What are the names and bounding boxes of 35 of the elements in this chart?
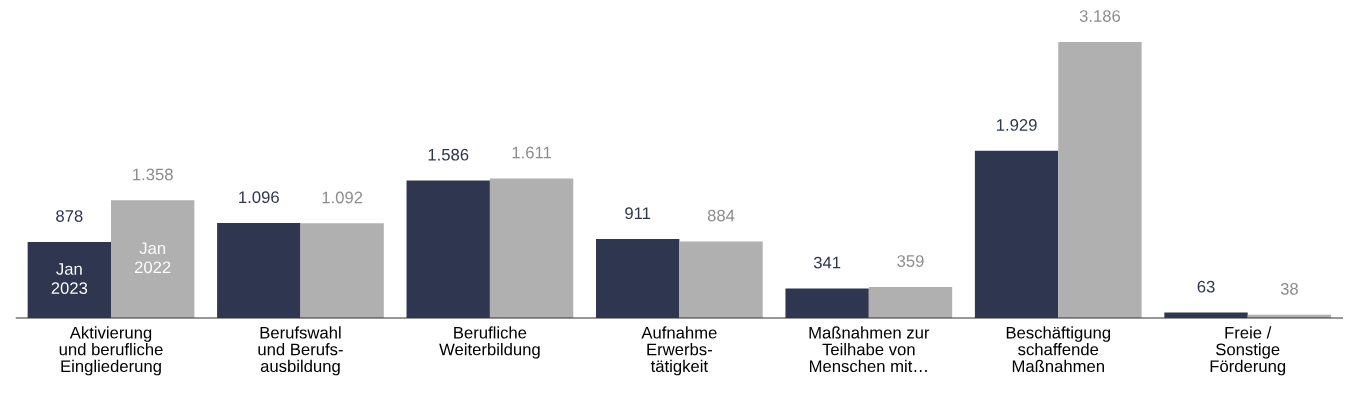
data-label: 3.186	[1079, 10, 1121, 22]
bar	[868, 286, 953, 318]
data-label: 911	[625, 207, 651, 220]
data-label: 1.611	[512, 146, 552, 159]
bar	[406, 180, 490, 318]
x-tick-label: Berufliche Weiterbildung	[439, 326, 540, 359]
series-label: Jan 2022	[134, 242, 171, 274]
data-label: 878	[56, 210, 83, 222]
x-tick-label: Berufswahl und Berufs- ausbildung	[258, 326, 343, 376]
bar	[785, 288, 869, 318]
data-label: 1.358	[133, 168, 173, 181]
data-label: 1.929	[997, 119, 1037, 131]
bar	[1058, 41, 1142, 318]
x-tick-label: Maßnahmen zur Teilhabe von Menschen mit…	[809, 326, 930, 373]
x-tick-label: Freie / Sonstige Förderung	[1210, 326, 1286, 376]
x-tick-label: Aufnahme Erwerbs- tätigkeit	[641, 326, 717, 376]
data-label: 359	[897, 255, 924, 267]
x-tick-label: Aktivierung und berufliche Eingliederung	[59, 326, 163, 376]
series-label: Jan 2023	[51, 263, 88, 295]
bar	[679, 241, 763, 318]
bar	[596, 239, 680, 318]
data-label: 341	[813, 256, 841, 269]
bar	[974, 150, 1059, 318]
data-label: 63	[1197, 280, 1215, 293]
data-label: 1.096	[239, 191, 279, 204]
data-label: 38	[1280, 282, 1298, 295]
bar	[300, 223, 384, 318]
x-tick-label: Beschäftigung schaffende Maßnahmen	[1006, 326, 1111, 373]
data-label: 1.586	[428, 148, 469, 161]
bar	[489, 178, 574, 318]
bar	[111, 200, 195, 318]
data-label: 1.092	[322, 191, 363, 204]
bar	[27, 241, 111, 318]
bar	[217, 223, 301, 318]
data-label: 884	[707, 209, 735, 222]
